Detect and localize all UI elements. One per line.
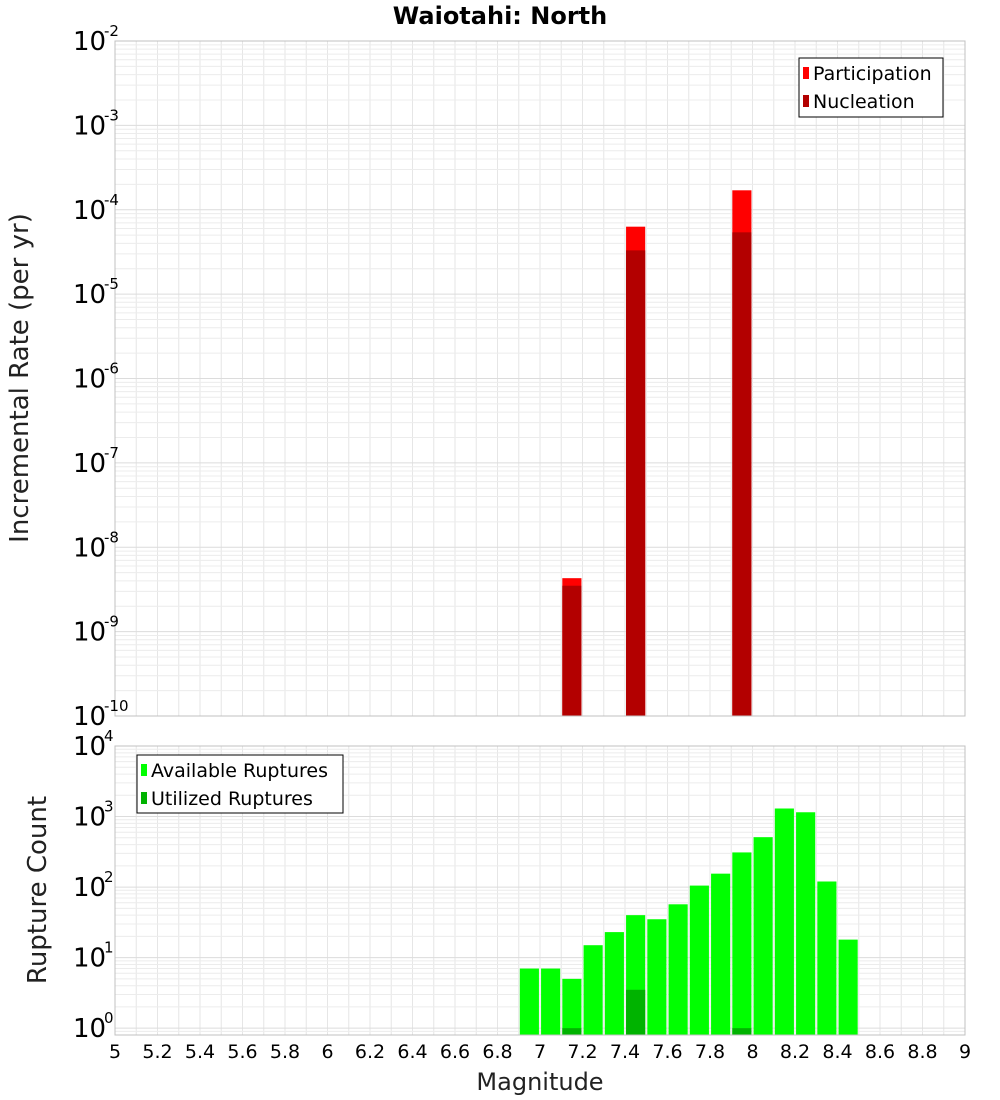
utilized-ruptures-bar — [562, 1028, 582, 1035]
count-y-tick-exponent: 0 — [104, 1009, 114, 1027]
x-tick-label: 6.6 — [440, 1041, 470, 1063]
count-bars — [519, 808, 858, 1035]
rate-y-tick-exponent: -5 — [104, 275, 119, 293]
rate-legend-box — [798, 57, 944, 118]
x-tick-label: 5 — [109, 1041, 121, 1063]
nucleation-bar — [626, 250, 646, 717]
rate-plot-frame — [114, 40, 966, 717]
chart-title: Waiotahi: North — [393, 2, 607, 30]
x-tick-label: 7.8 — [695, 1041, 725, 1063]
available-ruptures-bar — [583, 945, 603, 1035]
count-y-tick-label: 10 — [73, 1014, 106, 1044]
available-ruptures-bar — [796, 812, 816, 1035]
available-ruptures-bar — [732, 852, 752, 1035]
utilized-legend-label: Utilized Ruptures — [151, 788, 313, 810]
available-ruptures-bar — [753, 837, 773, 1035]
x-tick-label: 6.2 — [355, 1041, 385, 1063]
count-y-tick-exponent: 2 — [104, 868, 114, 886]
nucleation-bar — [562, 585, 582, 716]
rate-legend: Participation Nucleation — [798, 57, 944, 118]
rate-y-tick-label: 10 — [73, 618, 106, 648]
available-ruptures-bar — [562, 978, 582, 1035]
count-legend: Available Ruptures Utilized Ruptures — [136, 754, 344, 814]
rate-y-tick-exponent: -10 — [104, 697, 129, 715]
rate-y-tick-label: 10 — [73, 702, 106, 732]
nucleation-legend-swatch — [803, 95, 809, 107]
magnitude-x-ticks: 5 5.2 5.4 5.6 5.8 6 6.2 6.4 6.6 6.8 7 7.2 7.4 7.6 7.8 8… — [109, 1041, 971, 1063]
nucleation-legend-label: Nucleation — [813, 91, 915, 113]
count-y-tick-label: 10 — [73, 873, 106, 903]
x-tick-label: 8.6 — [865, 1041, 895, 1063]
count-y-tick-exponent: 1 — [104, 939, 114, 957]
count-y-tick-exponent: 3 — [104, 798, 114, 816]
rate-grid — [115, 41, 965, 717]
utilized-ruptures-bar — [626, 989, 646, 1035]
participation-legend-label: Participation — [813, 63, 932, 85]
x-tick-label: 8.8 — [907, 1041, 937, 1063]
x-tick-label: 7.2 — [567, 1041, 597, 1063]
x-tick-label: 7.4 — [610, 1041, 640, 1063]
rate-y-axis-label: Incremental Rate (per yr) — [5, 213, 35, 543]
available-ruptures-bar — [647, 919, 667, 1035]
available-ruptures-bar — [689, 885, 709, 1035]
x-tick-label: 6.8 — [482, 1041, 512, 1063]
rate-y-tick-label: 10 — [73, 27, 106, 57]
count-y-tick-label: 10 — [73, 732, 106, 762]
x-tick-label: 8.4 — [822, 1041, 852, 1063]
x-tick-label: 9 — [959, 1041, 971, 1063]
available-ruptures-bar — [541, 968, 561, 1035]
participation-legend-swatch — [803, 67, 809, 79]
available-ruptures-bar — [817, 881, 837, 1035]
x-tick-label: 5.8 — [270, 1041, 300, 1063]
rate-y-tick-exponent: -2 — [104, 22, 119, 40]
count-y-tick-exponent: 4 — [104, 727, 114, 745]
x-tick-label: 8 — [746, 1041, 758, 1063]
count-y-tick-label: 10 — [73, 944, 106, 974]
nucleation-bar — [732, 232, 752, 716]
rate-y-tick-exponent: -6 — [104, 360, 119, 378]
available-ruptures-bar — [838, 939, 858, 1035]
count-legend-box — [136, 754, 344, 814]
count-y-axis-label: Rupture Count — [23, 796, 53, 984]
available-legend-swatch — [141, 764, 147, 776]
rate-y-tick-label: 10 — [73, 280, 106, 310]
x-tick-label: 6 — [321, 1041, 333, 1063]
x-tick-label: 5.2 — [142, 1041, 172, 1063]
rate-y-tick-label: 10 — [73, 533, 106, 563]
rate-y-tick-exponent: -9 — [104, 613, 119, 631]
available-ruptures-bar — [774, 808, 794, 1035]
utilized-legend-swatch — [141, 792, 147, 804]
count-y-tick-label: 10 — [73, 803, 106, 833]
available-legend-label: Available Ruptures — [151, 760, 328, 782]
available-ruptures-bar — [711, 873, 731, 1035]
available-ruptures-bar — [604, 932, 624, 1035]
magnitude-x-axis-label: Magnitude — [476, 1068, 603, 1096]
rate-bars — [562, 190, 752, 717]
available-ruptures-bar — [668, 904, 688, 1035]
rate-y-tick-exponent: -3 — [104, 106, 119, 124]
x-tick-label: 7.6 — [652, 1041, 682, 1063]
rate-y-tick-exponent: -8 — [104, 528, 119, 546]
x-tick-label: 8.2 — [780, 1041, 810, 1063]
x-tick-label: 7 — [534, 1041, 546, 1063]
x-tick-label: 6.4 — [397, 1041, 427, 1063]
utilized-ruptures-bar — [732, 1028, 752, 1035]
rate-y-tick-exponent: -4 — [104, 191, 119, 209]
available-ruptures-bar — [519, 968, 539, 1035]
rate-y-tick-label: 10 — [73, 365, 106, 395]
count-plot-frame — [114, 745, 966, 1036]
rate-y-tick-label: 10 — [73, 111, 106, 141]
rate-y-tick-label: 10 — [73, 449, 106, 479]
x-tick-label: 5.6 — [227, 1041, 257, 1063]
rate-y-tick-label: 10 — [73, 196, 106, 226]
x-tick-label: 5.4 — [185, 1041, 215, 1063]
rate-y-tick-exponent: -7 — [104, 444, 119, 462]
